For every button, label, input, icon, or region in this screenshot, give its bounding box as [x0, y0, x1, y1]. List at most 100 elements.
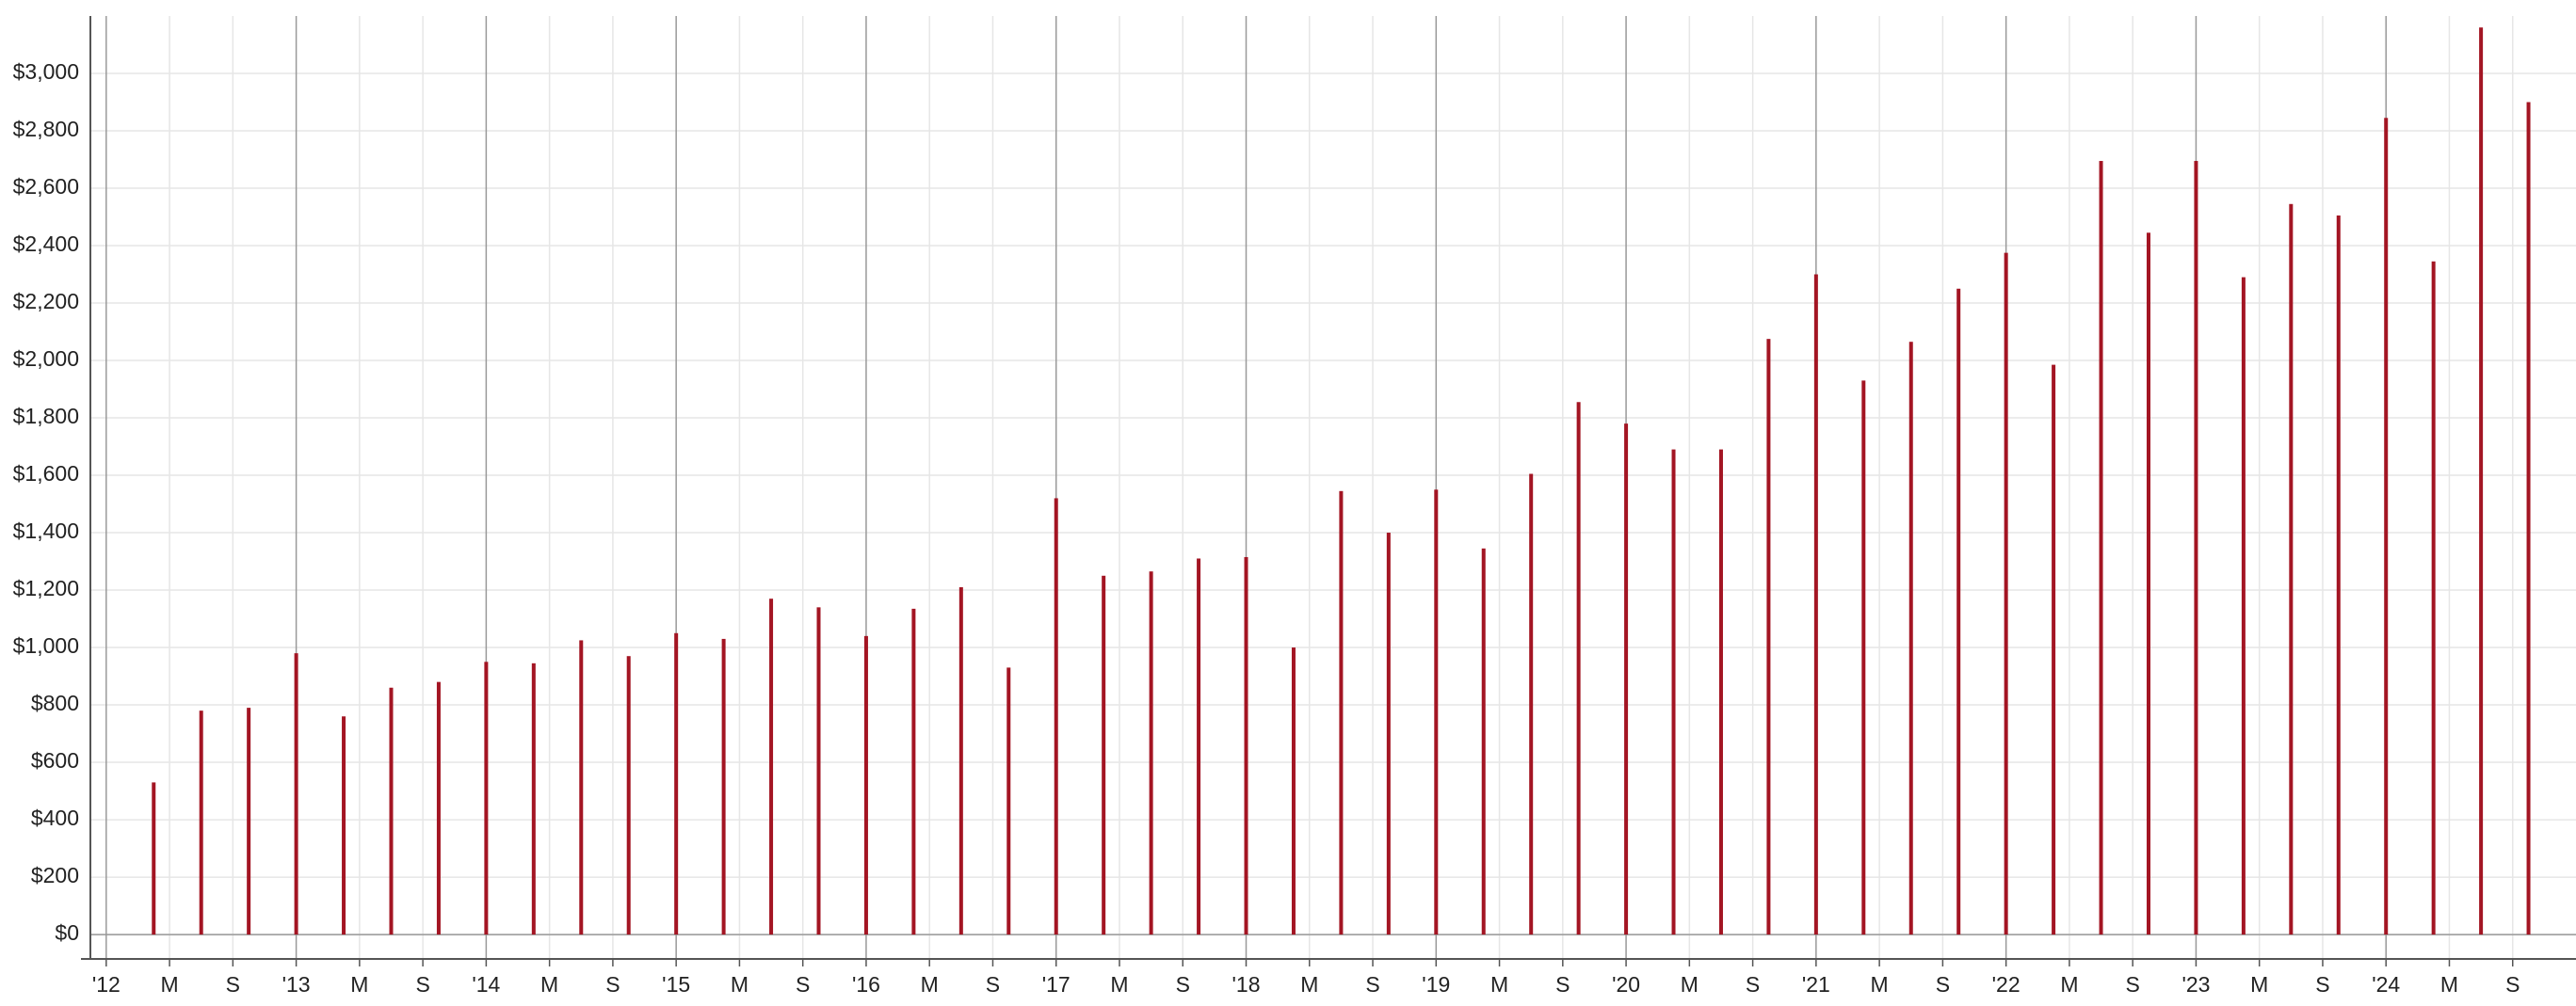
x-tick-label: S	[1555, 972, 1570, 997]
x-tick-label: '17	[1042, 972, 1071, 997]
bar	[769, 599, 774, 935]
x-tick-label: M	[160, 972, 178, 997]
bar	[1813, 274, 1818, 935]
y-tick-label: $400	[31, 806, 79, 830]
bar	[1244, 556, 1248, 935]
x-tick-label: S	[986, 972, 1000, 997]
bar	[2431, 261, 2436, 935]
bar	[152, 782, 156, 935]
x-tick-label: '22	[1992, 972, 2021, 997]
bar	[816, 607, 821, 935]
x-tick-label: '14	[472, 972, 500, 997]
x-tick-label: S	[796, 972, 810, 997]
y-tick-label: $600	[31, 748, 79, 773]
x-tick-label: S	[2126, 972, 2140, 997]
y-tick-label: $800	[31, 691, 79, 715]
x-tick-label: S	[415, 972, 429, 997]
bar	[1624, 423, 1629, 935]
x-tick-label: '23	[2182, 972, 2210, 997]
bar	[342, 716, 346, 935]
x-tick-label: '24	[2372, 972, 2400, 997]
bar	[1718, 449, 1723, 935]
bar	[2384, 118, 2389, 935]
x-tick-label: '16	[852, 972, 880, 997]
x-tick-label: S	[1365, 972, 1379, 997]
bar	[1102, 575, 1106, 935]
bar	[626, 656, 631, 935]
x-tick-label: '21	[1802, 972, 1830, 997]
x-tick-label: M	[921, 972, 939, 997]
bar	[1291, 647, 1296, 935]
x-tick-label: '20	[1612, 972, 1640, 997]
y-tick-label: $200	[31, 863, 79, 887]
bar	[579, 640, 584, 935]
bar	[1576, 402, 1581, 935]
bar	[199, 711, 203, 935]
y-tick-label: $3,000	[13, 59, 79, 84]
x-tick-label: S	[1176, 972, 1190, 997]
bar	[1861, 380, 1866, 935]
x-tick-label: '12	[92, 972, 121, 997]
x-tick-label: M	[1871, 972, 1889, 997]
x-tick-label: S	[2505, 972, 2520, 997]
bar	[2004, 252, 2008, 935]
bar	[1197, 558, 1201, 935]
bar	[389, 687, 394, 935]
bar	[2099, 161, 2103, 935]
y-tick-label: $2,200	[13, 289, 79, 313]
x-tick-label: M	[2060, 972, 2078, 997]
bar	[2146, 232, 2150, 935]
bar	[1766, 339, 1771, 935]
y-tick-label: $1,000	[13, 633, 79, 658]
y-tick-label: $0	[55, 920, 79, 945]
y-tick-label: $1,200	[13, 576, 79, 600]
bar	[2052, 364, 2056, 935]
x-tick-label: S	[1746, 972, 1760, 997]
x-tick-label: M	[2250, 972, 2268, 997]
x-tick-label: S	[2315, 972, 2329, 997]
bar	[2194, 161, 2198, 935]
y-tick-label: $2,800	[13, 117, 79, 141]
bar	[247, 708, 251, 935]
y-tick-label: $1,800	[13, 404, 79, 428]
bar	[1956, 288, 1961, 935]
bar	[1386, 533, 1391, 935]
bar	[911, 608, 916, 935]
bar	[2526, 102, 2531, 935]
x-tick-label: '18	[1232, 972, 1261, 997]
bar	[721, 638, 726, 935]
bar	[294, 653, 298, 935]
bar	[1339, 490, 1344, 935]
bar	[1434, 489, 1439, 935]
bar	[484, 662, 489, 935]
bar	[958, 586, 963, 935]
x-tick-label: '13	[282, 972, 311, 997]
x-tick-label: M	[350, 972, 368, 997]
y-tick-label: $2,000	[13, 346, 79, 371]
bar	[2479, 27, 2484, 935]
x-tick-label: '15	[662, 972, 690, 997]
y-tick-label: $2,400	[13, 232, 79, 256]
x-tick-label: M	[731, 972, 749, 997]
y-tick-label: $1,600	[13, 461, 79, 486]
bar	[2336, 215, 2341, 935]
bar	[1671, 449, 1676, 935]
x-tick-label: M	[1300, 972, 1318, 997]
x-tick-label: S	[1936, 972, 1950, 997]
bar	[674, 632, 679, 935]
x-tick-label: M	[540, 972, 558, 997]
bar	[2289, 203, 2294, 935]
bar	[1481, 548, 1486, 935]
bar	[1006, 667, 1011, 935]
x-tick-label: '19	[1422, 972, 1450, 997]
x-tick-label: M	[2440, 972, 2458, 997]
bar	[436, 681, 441, 935]
bar	[2241, 277, 2246, 935]
x-tick-label: S	[226, 972, 240, 997]
bar	[863, 635, 868, 935]
y-tick-label: $2,600	[13, 174, 79, 199]
bar	[531, 663, 536, 935]
x-tick-label: M	[1490, 972, 1508, 997]
bar	[1149, 571, 1153, 935]
